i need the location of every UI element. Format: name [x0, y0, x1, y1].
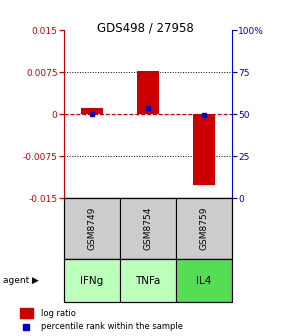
- Text: ▶: ▶: [32, 276, 39, 285]
- Bar: [176, 198, 232, 259]
- Bar: [64, 259, 120, 302]
- Text: IFNg: IFNg: [80, 276, 104, 286]
- Bar: [64, 198, 120, 259]
- Bar: [193, 114, 215, 185]
- Text: TNFa: TNFa: [135, 276, 161, 286]
- Bar: [81, 108, 103, 114]
- Bar: [120, 198, 176, 259]
- Bar: [120, 259, 176, 302]
- Text: GDS498 / 27958: GDS498 / 27958: [97, 22, 193, 35]
- Text: IL4: IL4: [196, 276, 212, 286]
- Bar: [20, 308, 33, 318]
- Text: GSM8759: GSM8759: [200, 207, 209, 250]
- Bar: [176, 259, 232, 302]
- Text: agent: agent: [3, 276, 32, 285]
- Bar: [137, 71, 159, 114]
- Text: percentile rank within the sample: percentile rank within the sample: [41, 322, 183, 331]
- Text: GSM8749: GSM8749: [87, 207, 96, 250]
- Text: GSM8754: GSM8754: [143, 207, 153, 250]
- Text: log ratio: log ratio: [41, 308, 75, 318]
